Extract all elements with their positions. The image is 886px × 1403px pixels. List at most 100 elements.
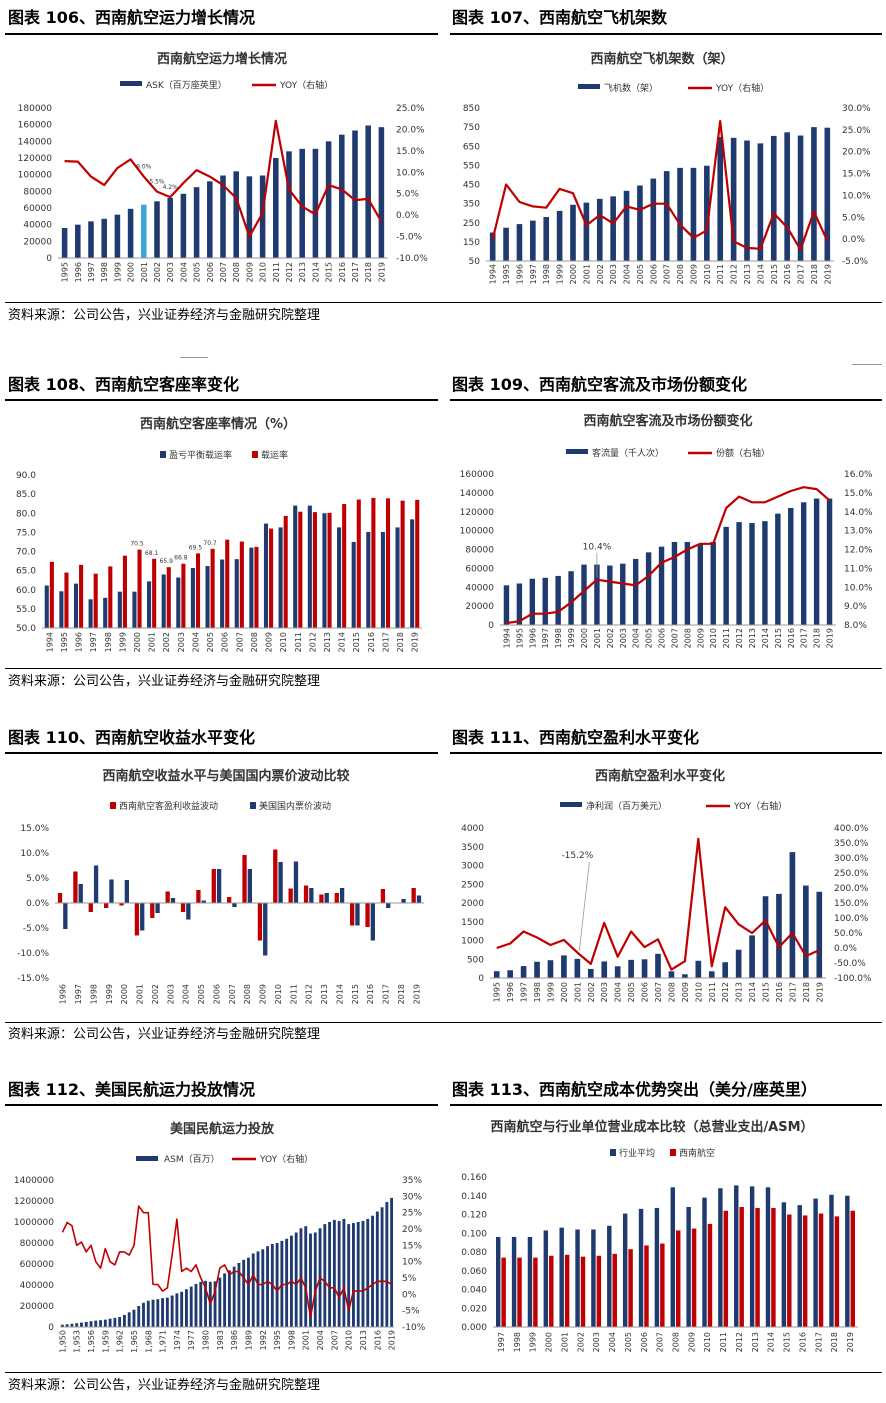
c111-y2-tick-label: -100.0% (834, 974, 872, 984)
c109-y2-tick-label: 9.0% (844, 602, 867, 612)
c110-bar (93, 865, 99, 903)
c109-x-tick-label: 2015 (774, 628, 783, 648)
c110-bar (401, 899, 406, 903)
c108-bar (322, 513, 327, 628)
c108-y-tick-label: 50.0 (16, 624, 36, 634)
c113-bar (660, 1243, 665, 1327)
c112-x-tick-label: 1980 (202, 1330, 211, 1350)
c109-y-tick-label: 160000 (460, 470, 495, 480)
c106-y2-tick-label: 10.0% (396, 168, 425, 178)
c112-bar (251, 1253, 255, 1327)
c112-bar (366, 1218, 370, 1327)
c108-bar (166, 567, 171, 628)
c113-bar (707, 1223, 713, 1327)
c112-x-tick-label: 2004 (316, 1330, 325, 1350)
c106-x-tick-label: 2000 (127, 262, 136, 282)
c112-bar (84, 1321, 88, 1327)
c113-x-tick-label: 2016 (798, 1332, 807, 1352)
c110-y-tick-label: -10.0% (17, 949, 49, 959)
c109-bar (632, 558, 639, 625)
c113-bar (771, 1207, 776, 1327)
c107-y2-tick-label: -5.0% (842, 257, 869, 267)
c113-bar (549, 1255, 554, 1327)
c106-bar (207, 181, 213, 258)
c109-bar (813, 498, 820, 625)
c108-x-tick-label: 1997 (89, 632, 98, 652)
c108-bar (88, 599, 93, 628)
c111-y2-tick-label: 50.0% (834, 929, 863, 939)
c113-bar (511, 1237, 517, 1327)
c109-bar (775, 513, 781, 625)
c110-bar (63, 903, 68, 929)
c108-x-tick-label: 2018 (396, 632, 405, 652)
c112-bar (261, 1249, 265, 1327)
c108-x-tick-label: 2005 (206, 632, 215, 652)
c113-x-tick-label: 2008 (672, 1332, 681, 1352)
c112-bar (75, 1323, 79, 1327)
c109-bar (542, 577, 548, 625)
c108-y-tick-label: 60.0 (16, 586, 36, 596)
c109-legend-swatch (566, 449, 588, 454)
c110-bar (386, 903, 391, 908)
source-rule (5, 1022, 882, 1023)
c112-bar (99, 1320, 102, 1327)
c112-bar (309, 1233, 312, 1327)
c107-bar (489, 232, 496, 261)
c111-x-tick-label: 2008 (667, 982, 676, 1002)
c107-y-tick-label: 150 (463, 238, 480, 248)
c106-y-tick-label: 100000 (18, 171, 53, 181)
c110-x-tick-label: 2009 (259, 984, 268, 1004)
c112-x-tick-label: 1,950 (58, 1330, 67, 1353)
c111-bar (574, 958, 581, 978)
c113-bar (670, 1187, 675, 1327)
c109-y-tick-label: 0 (488, 621, 494, 631)
c107-bar (516, 224, 523, 261)
c107-bar (704, 165, 710, 261)
c112-bar (170, 1295, 174, 1327)
c107-bar (650, 178, 657, 261)
c112-y-tick-label: 400000 (20, 1281, 55, 1291)
c106-data-label: 4.2% (163, 184, 179, 191)
c110-bar (247, 869, 252, 903)
c110-y-tick-label: 5.0% (26, 874, 49, 884)
c113-bar (564, 1254, 570, 1327)
c110-x-tick-label: 2011 (289, 984, 298, 1004)
c109-bar (620, 563, 626, 625)
c112-bar (375, 1211, 379, 1327)
heading-rule (450, 1104, 882, 1106)
c106-bar (246, 176, 253, 258)
c113-y-tick-label: 0.060 (461, 1267, 487, 1277)
c113-x-tick-label: 2009 (687, 1332, 696, 1352)
c111-bar (789, 852, 796, 978)
c110-legend-label: 西南航空客盈利收益波动 (119, 800, 218, 812)
c111-x-tick-label: 2011 (708, 982, 717, 1002)
c112-series-line (61, 1205, 393, 1318)
c111-bar (641, 959, 648, 978)
c107-bar (556, 210, 563, 261)
c106-x-tick-label: 1995 (61, 262, 70, 282)
c107-bar (784, 132, 790, 261)
c111-legend-swatch (560, 802, 582, 807)
c113-bar (834, 1216, 840, 1327)
c106-chart-title: 西南航空运力增长情况 (157, 51, 287, 67)
c108-legend-label: 载运率 (261, 449, 288, 461)
c109-bar (645, 552, 652, 625)
c113-chart-title: 西南航空与行业单位营业成本比较（总营业支出/ASM） (490, 1119, 813, 1135)
c111-x-tick-label: 1999 (546, 982, 555, 1002)
c110-bar (155, 903, 160, 913)
c111-y2-tick-label: 200.0% (834, 884, 869, 894)
c106-legend-swatch (120, 81, 142, 86)
c111-x-tick-label: 1998 (533, 982, 542, 1002)
c106-y-tick-label: 20000 (23, 237, 52, 247)
c109-x-tick-label: 1997 (541, 628, 550, 648)
c106-x-tick-label: 1996 (74, 262, 83, 282)
c110-x-tick-label: 2017 (382, 984, 391, 1004)
c112-bar (380, 1207, 384, 1327)
c112-x-tick-label: 2016 (373, 1330, 382, 1350)
c111-y-tick-label: 4000 (461, 824, 484, 834)
c112-bar (332, 1219, 336, 1327)
c108-chart-title: 西南航空客座率情况（%） (140, 416, 296, 432)
c106-bar (312, 148, 319, 258)
c110-bar (165, 891, 170, 903)
c110-bar (324, 893, 329, 903)
